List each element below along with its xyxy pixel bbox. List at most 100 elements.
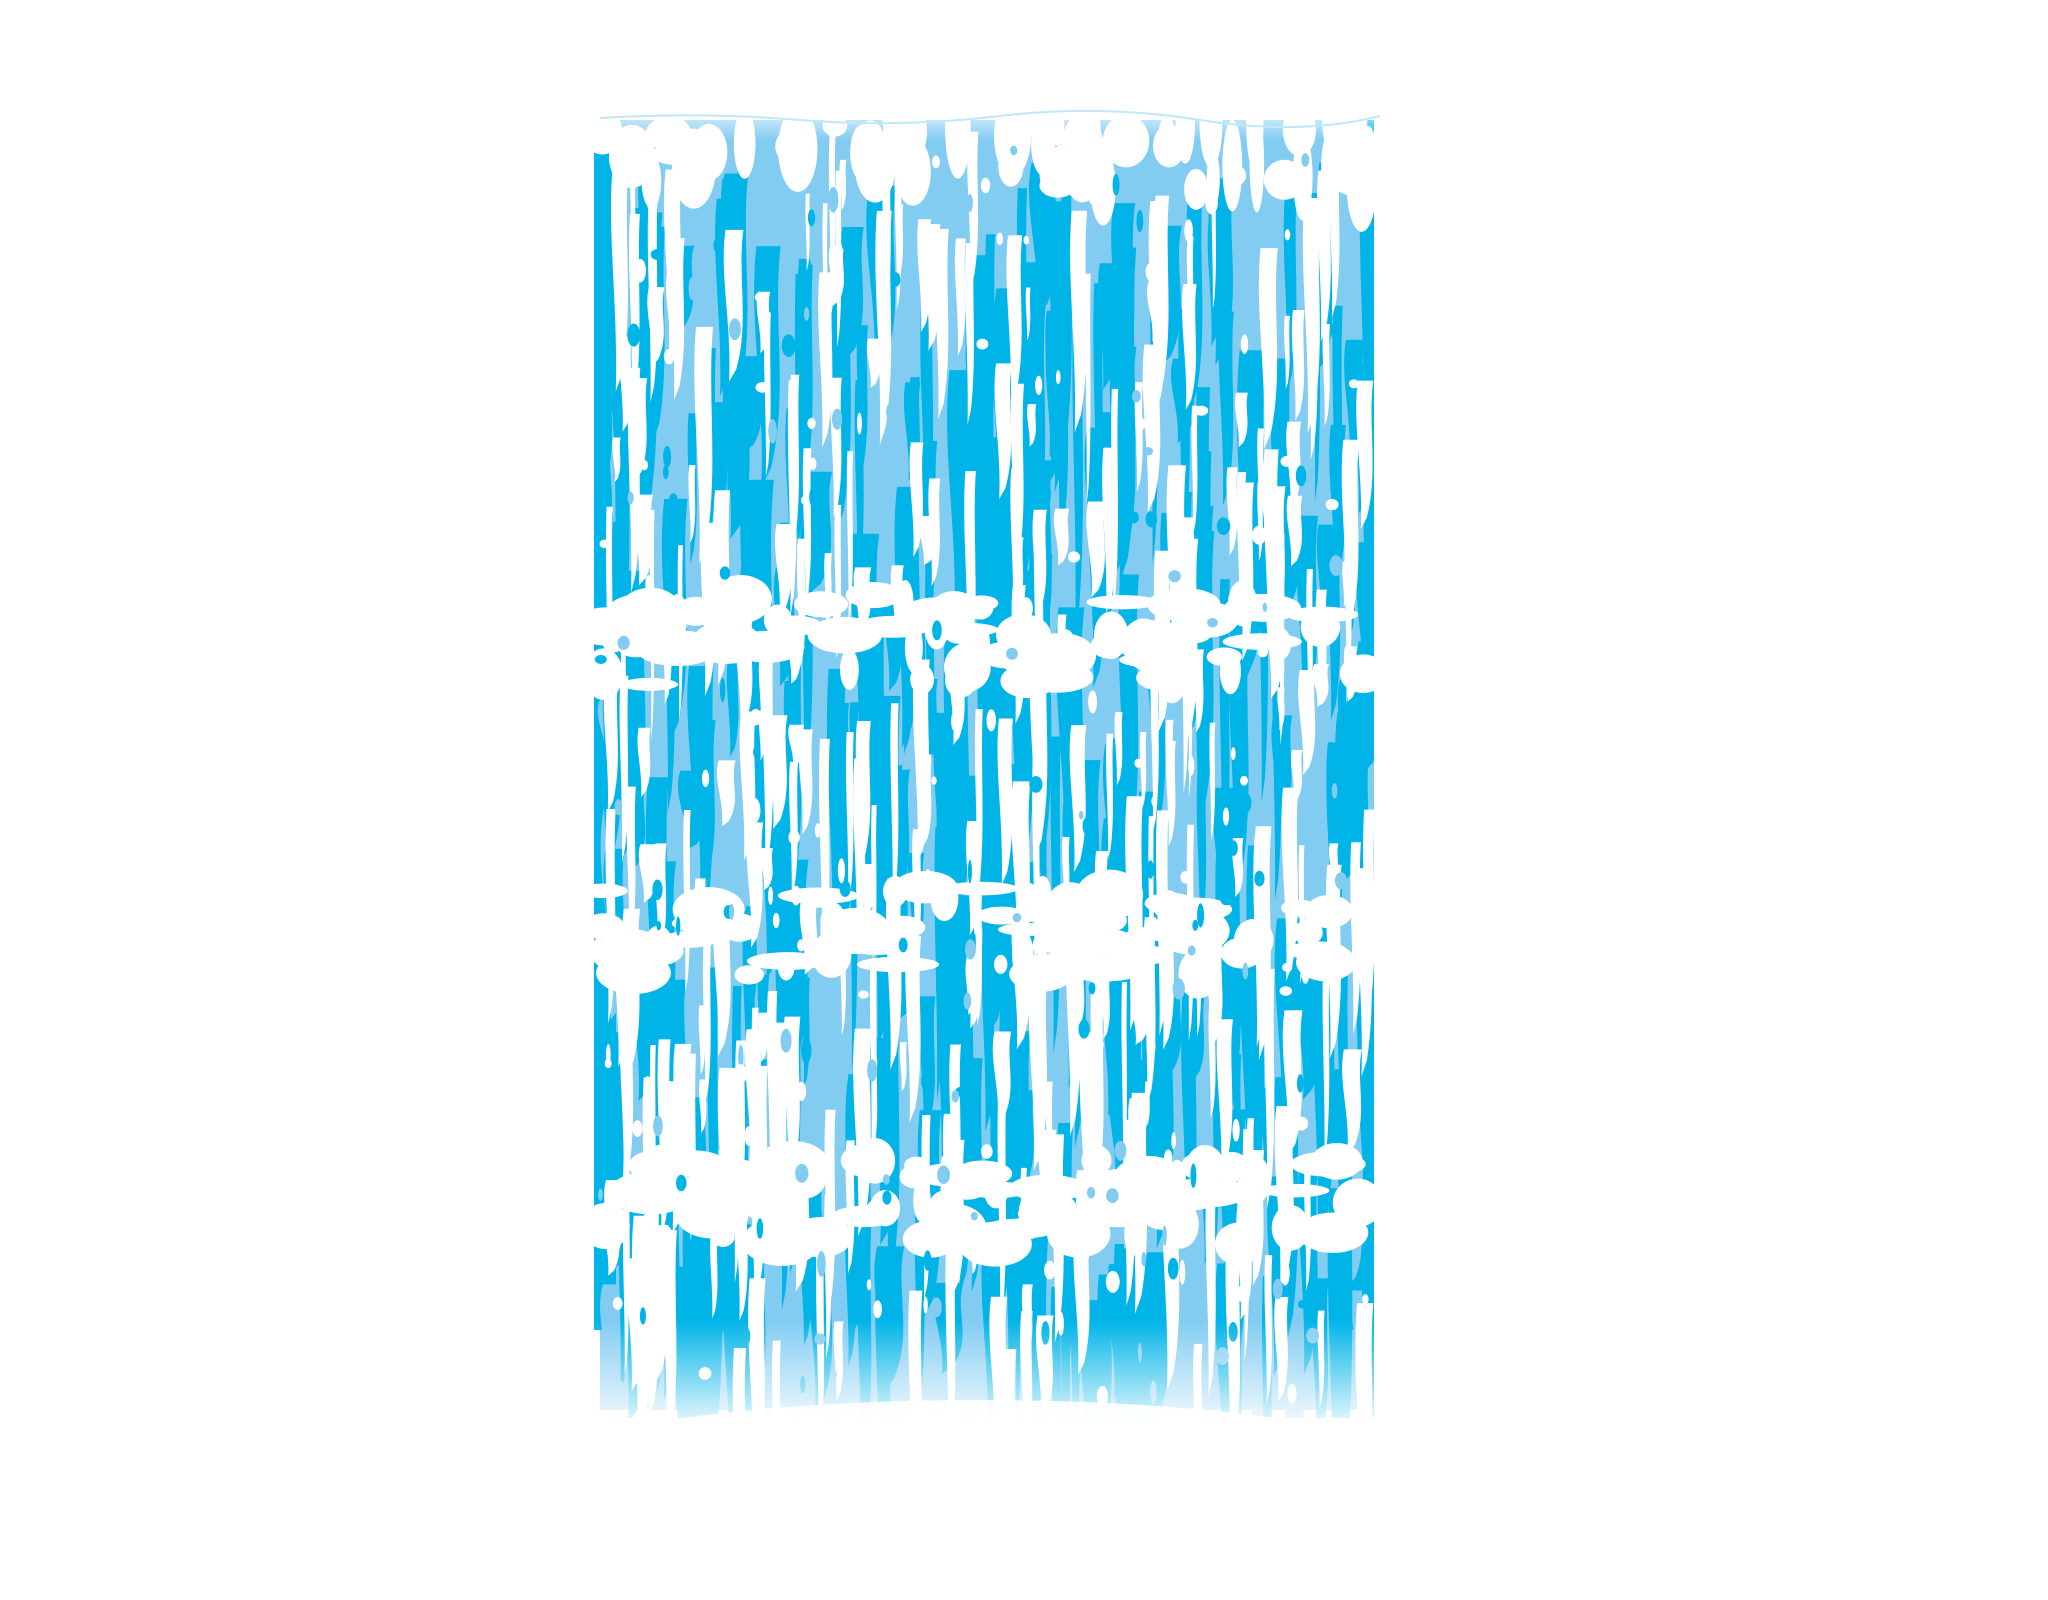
foam-streak <box>845 732 854 903</box>
deep-streak <box>933 712 960 919</box>
droplet <box>728 1191 740 1213</box>
droplet <box>614 799 623 816</box>
foam-patch <box>1153 921 1198 937</box>
droplet <box>1163 1149 1173 1169</box>
foam-streak <box>997 1089 1007 1327</box>
foam-patch <box>651 1154 694 1174</box>
droplet <box>828 187 839 213</box>
foam-patch <box>711 1225 735 1247</box>
droplet <box>755 382 770 393</box>
foam-streak <box>1357 868 1373 1077</box>
droplet <box>1231 747 1236 761</box>
droplet <box>827 630 839 651</box>
foam-streak <box>1150 651 1160 833</box>
foam-streak <box>965 958 976 1016</box>
foam-streak <box>905 935 922 1123</box>
droplet <box>624 1182 636 1193</box>
foam-patch <box>1086 595 1159 610</box>
foam-patch <box>1081 1144 1112 1176</box>
foam-streak <box>1134 382 1143 492</box>
droplet <box>1046 484 1051 502</box>
foam-patch <box>1222 119 1243 212</box>
foam-patch <box>1000 663 1056 699</box>
droplet <box>1280 1261 1290 1286</box>
droplet <box>1295 465 1307 487</box>
droplet <box>1035 375 1043 395</box>
foam-streak <box>1053 508 1070 566</box>
droplet <box>726 1118 741 1139</box>
top-rim <box>590 100 1380 140</box>
droplet <box>701 769 710 788</box>
droplet <box>817 1250 826 1277</box>
droplet <box>1185 554 1196 564</box>
deep-streak <box>856 325 868 475</box>
foam-patch <box>676 596 716 626</box>
foam-streak <box>688 465 696 544</box>
foam-patch <box>1219 648 1241 695</box>
droplet <box>882 1190 892 1205</box>
droplet <box>788 830 800 845</box>
droplet <box>866 1279 872 1291</box>
droplet <box>617 635 630 650</box>
droplet <box>832 408 843 430</box>
droplet <box>837 858 845 884</box>
droplet <box>733 1064 748 1084</box>
foam-streak <box>894 156 902 311</box>
foam-patch <box>1297 1212 1369 1253</box>
foam-patch <box>1234 918 1274 961</box>
droplet <box>851 1260 861 1283</box>
droplet <box>604 1058 612 1069</box>
droplet <box>1034 763 1040 775</box>
droplet <box>1012 913 1022 923</box>
foam-patch <box>620 677 678 691</box>
foam-streak <box>669 238 685 400</box>
foam-patch <box>1161 1200 1199 1249</box>
foam-streak <box>1085 273 1091 505</box>
droplet <box>719 566 731 580</box>
droplet <box>744 1126 753 1146</box>
droplet <box>996 232 1003 246</box>
foam-streak <box>612 437 621 483</box>
droplet <box>719 677 726 703</box>
foam-streak <box>1010 383 1025 573</box>
foam-streak <box>694 326 713 564</box>
foam-streak <box>1290 750 1303 802</box>
droplet <box>1070 1076 1077 1100</box>
droplet <box>773 830 785 846</box>
foam-patch <box>943 881 1019 896</box>
droplet <box>1080 363 1088 375</box>
droplet <box>754 292 764 302</box>
droplet <box>1296 1213 1309 1226</box>
droplet <box>993 954 1008 974</box>
droplet <box>1330 323 1337 339</box>
droplet <box>803 307 810 321</box>
droplet <box>1180 871 1190 884</box>
droplet <box>1229 840 1238 856</box>
droplet <box>650 249 663 260</box>
foam-patch <box>761 953 825 969</box>
foam-patch <box>671 913 738 933</box>
droplet <box>1301 153 1310 167</box>
foam-patch <box>859 148 876 180</box>
droplet <box>632 1120 643 1137</box>
droplet <box>951 773 957 783</box>
droplet <box>653 1115 663 1137</box>
foam-patch <box>1184 168 1209 210</box>
droplet <box>932 620 942 641</box>
deep-streak <box>1028 162 1059 316</box>
foam-streak <box>758 657 766 726</box>
droplet <box>1254 870 1265 887</box>
droplet <box>980 1144 993 1159</box>
droplet <box>809 457 817 470</box>
droplet <box>1190 1163 1197 1188</box>
foam-streak <box>954 238 966 357</box>
droplet <box>1364 425 1372 450</box>
droplet <box>761 515 766 538</box>
foam-streak <box>746 822 764 948</box>
droplet <box>974 922 982 937</box>
foam-streak <box>1070 210 1088 433</box>
droplet <box>1055 370 1061 385</box>
foam-streak <box>965 820 981 936</box>
droplet <box>1078 1019 1090 1039</box>
